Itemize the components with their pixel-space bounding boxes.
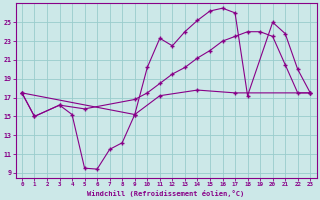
X-axis label: Windchill (Refroidissement éolien,°C): Windchill (Refroidissement éolien,°C) — [87, 190, 245, 197]
